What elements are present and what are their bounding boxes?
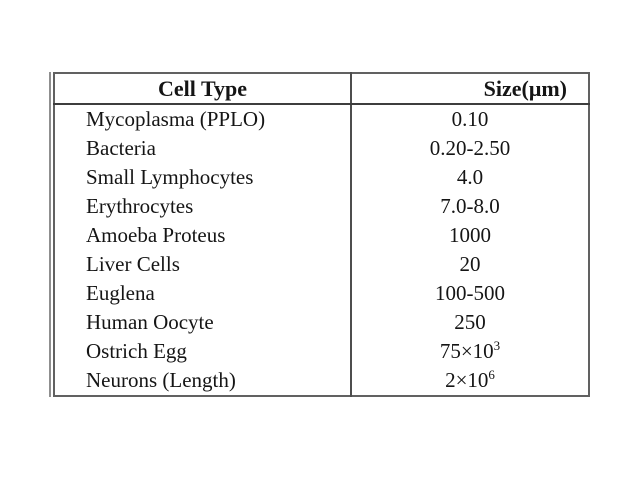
table-row: Ostrich Egg 75×103 xyxy=(54,337,589,366)
cell-size-value: 250 xyxy=(350,308,589,337)
cell-type-value: Erythrocytes xyxy=(86,194,194,218)
cell-size-value: 2×106 xyxy=(350,366,589,396)
table-row: Liver Cells 20 xyxy=(54,250,589,279)
table-row: Amoeba Proteus 1000 xyxy=(54,221,589,250)
cell-size-value: 100-500 xyxy=(350,279,589,308)
size-superscript: 3 xyxy=(493,338,501,353)
cell-size-table-frame: Cell Type Size(μm) Mycoplasma (PPLO) 0.1… xyxy=(49,72,590,397)
table-row: Bacteria 0.20-2.50 xyxy=(54,134,589,163)
cell-size-value: 7.0-8.0 xyxy=(350,192,589,221)
cell-size-value: 4.0 xyxy=(350,163,589,192)
table-row: Euglena 100-500 xyxy=(54,279,589,308)
cell-type-value: Small Lymphocytes xyxy=(86,165,254,189)
cell-type-value: Ostrich Egg xyxy=(86,339,187,363)
table-row: Mycoplasma (PPLO) 0.10 xyxy=(54,104,589,134)
table-row: Small Lymphocytes 4.0 xyxy=(54,163,589,192)
cell-size-value: 20 xyxy=(350,250,589,279)
cell-type-value: Neurons (Length) xyxy=(86,368,236,392)
cell-size-value: 0.20-2.50 xyxy=(350,134,589,163)
cell-type-value: Mycoplasma (PPLO) xyxy=(86,107,266,131)
cell-type-value: Euglena xyxy=(86,281,155,305)
cell-size-value: 1000 xyxy=(350,221,589,250)
size-superscript: 6 xyxy=(488,367,495,382)
cell-size-value: 75×103 xyxy=(350,337,589,366)
table-header-row: Cell Type Size(μm) xyxy=(54,73,589,105)
cell-type-value: Human Oocyte xyxy=(86,310,214,334)
cell-type-value: Liver Cells xyxy=(86,252,180,276)
cell-type-value: Bacteria xyxy=(86,136,156,160)
table-row: Human Oocyte 250 xyxy=(54,308,589,337)
header-cell-type: Cell Type xyxy=(54,73,351,105)
cell-type-value: Amoeba Proteus xyxy=(86,223,226,247)
table-row: Neurons (Length) 2×106 xyxy=(54,366,589,396)
header-size: Size(μm) xyxy=(350,73,589,105)
table-row: Erythrocytes 7.0-8.0 xyxy=(54,192,589,221)
cell-size-value: 0.10 xyxy=(350,104,589,134)
cell-size-table: Cell Type Size(μm) Mycoplasma (PPLO) 0.1… xyxy=(53,72,590,397)
